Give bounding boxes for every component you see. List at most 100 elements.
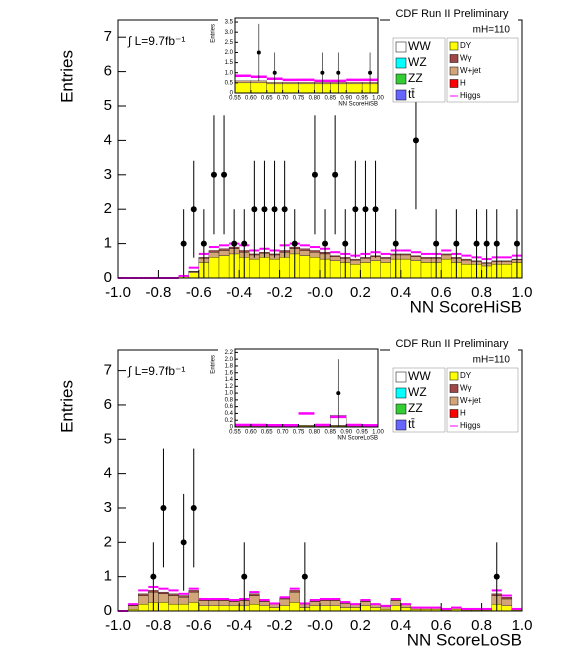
- x-tick-label: 1.00: [372, 96, 384, 102]
- x-tick-label: 0.4: [390, 284, 411, 301]
- x-tick-label: 0.90: [340, 430, 352, 436]
- x-tick-label: -0.6: [186, 617, 212, 634]
- histogram-bar: [298, 425, 315, 427]
- histogram-bar: [380, 257, 391, 259]
- legend-label: W+jet: [460, 66, 481, 75]
- data-point: [190, 504, 197, 511]
- histogram-bar: [269, 258, 280, 279]
- histogram-bar: [319, 600, 331, 606]
- histogram-bar: [259, 257, 270, 279]
- histogram-bar: [249, 593, 260, 596]
- legend-label: DY: [460, 371, 472, 380]
- legend-box: [446, 37, 519, 103]
- y-tick-label: 5: [104, 97, 112, 114]
- histogram-bar: [350, 264, 361, 279]
- histogram-bar: [501, 260, 513, 262]
- x-tick-label: -1.0: [105, 617, 131, 634]
- histogram-bar: [309, 250, 321, 253]
- histogram-bar: [400, 253, 412, 256]
- x-tick-label: -0.2: [267, 617, 293, 634]
- histogram-bar: [178, 603, 189, 612]
- luminosity-label: ∫ L=9.7fb⁻¹: [127, 364, 185, 378]
- legend-label: ZZ: [408, 71, 423, 85]
- histogram-bar: [309, 252, 321, 258]
- y-tick-label: 6: [104, 63, 112, 80]
- x-tick-label: 0.8: [471, 617, 492, 634]
- y-tick-label: 2.0: [225, 357, 234, 363]
- y-tick-label: 0: [230, 425, 234, 431]
- histogram-bar: [127, 605, 139, 610]
- x-axis-title: NN ScoreHiSB: [410, 297, 522, 316]
- histogram-bar: [370, 607, 381, 612]
- x-tick-label: 0.90: [340, 96, 352, 102]
- histogram-bar: [390, 605, 401, 612]
- data-point: [251, 206, 258, 213]
- data-point: [513, 240, 520, 247]
- histogram-bar: [198, 600, 210, 606]
- histogram-bar: [400, 254, 412, 260]
- legend-label: WW: [408, 369, 431, 383]
- legend-label: tt̄: [408, 87, 415, 101]
- histogram-bar: [259, 605, 270, 612]
- histogram-bar: [400, 258, 412, 279]
- histogram-bar: [228, 601, 240, 606]
- legend-swatch: [395, 387, 407, 399]
- histogram-bar: [380, 606, 391, 610]
- histogram-bar: [441, 254, 452, 260]
- histogram-bar: [234, 82, 252, 94]
- histogram-bar: [158, 591, 169, 594]
- histogram-bar: [218, 605, 230, 612]
- histogram-bar: [309, 601, 321, 606]
- histogram-bar: [208, 252, 220, 258]
- legend-label: Higgs: [460, 421, 480, 430]
- y-tick-label: 1.4: [225, 377, 234, 383]
- legend-label: H: [460, 79, 466, 88]
- histogram-bar: [461, 259, 472, 265]
- histogram-bar: [289, 590, 300, 593]
- histogram-bar: [360, 605, 371, 612]
- legend-label: DY: [460, 41, 472, 50]
- data-point: [322, 240, 329, 247]
- data-point: [180, 539, 187, 546]
- x-axis-title: NN ScoreLoSB: [337, 436, 378, 442]
- x-tick-label: 0.8: [471, 284, 492, 301]
- y-tick-label: 0.5: [225, 80, 234, 86]
- histogram-bar: [350, 259, 361, 265]
- legend-swatch: [449, 371, 459, 381]
- x-tick-label: 0.95: [356, 430, 368, 436]
- histogram-bar: [360, 258, 371, 263]
- histogram-bar: [329, 605, 341, 612]
- legend-swatch: [395, 41, 407, 53]
- data-point: [301, 573, 308, 580]
- histogram-bar: [461, 258, 472, 261]
- x-tick-label: 0.6: [431, 284, 452, 301]
- data-point: [180, 240, 187, 247]
- x-tick-label: 0.65: [261, 430, 273, 436]
- y-tick-label: 0: [230, 91, 234, 97]
- data-point: [210, 171, 217, 178]
- y-tick-label: 0.4: [225, 411, 234, 417]
- legend-label: WZ: [408, 55, 427, 69]
- x-tick-label: 0.80: [309, 430, 321, 436]
- histogram-bar: [501, 597, 513, 600]
- data-point: [336, 70, 341, 75]
- x-tick-label: 0.60: [245, 96, 257, 102]
- y-tick-label: 1.8: [225, 364, 234, 370]
- data-point: [392, 240, 399, 247]
- histogram-bar: [309, 605, 321, 612]
- histogram-bar: [400, 604, 412, 608]
- y-tick-label: 2.0: [225, 50, 234, 56]
- histogram-bar: [188, 271, 199, 273]
- histogram-bar: [360, 262, 371, 279]
- histogram-bar: [138, 603, 149, 612]
- histogram-bar: [400, 607, 412, 612]
- legend-swatch: [395, 73, 407, 85]
- x-tick-label: 0.85: [324, 430, 336, 436]
- legend-swatch: [395, 419, 407, 431]
- histogram-bar: [350, 604, 361, 608]
- x-tick-label: 0.2: [350, 284, 371, 301]
- x-tick-label: 1.0: [512, 284, 533, 301]
- x-tick-label: 0.75: [293, 430, 305, 436]
- data-point: [453, 240, 460, 247]
- chart-title: CDF Run II Preliminary: [395, 338, 509, 350]
